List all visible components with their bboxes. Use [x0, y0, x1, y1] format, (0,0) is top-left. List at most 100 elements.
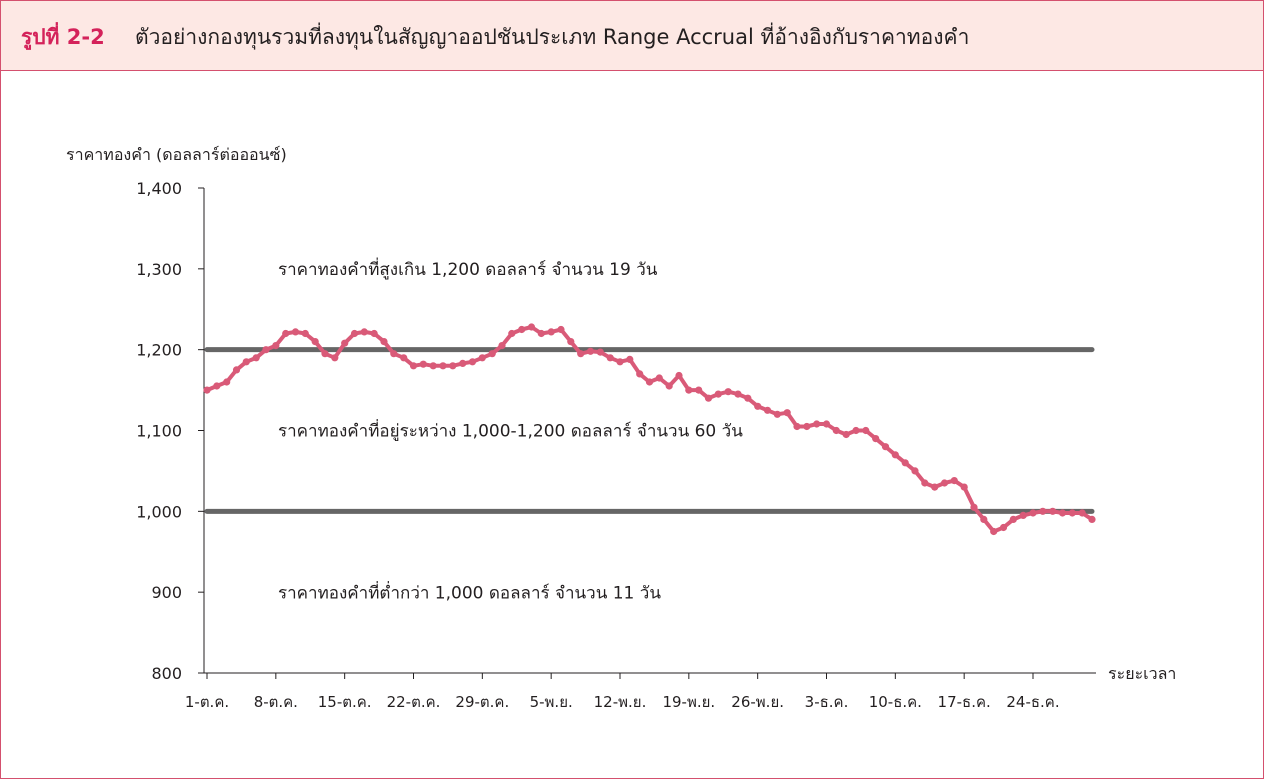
data-point	[282, 329, 290, 338]
data-point	[449, 362, 457, 370]
data-point	[645, 378, 654, 386]
data-point	[960, 483, 968, 491]
data-point	[429, 362, 437, 370]
x-tick-label: 10-ธ.ค.	[869, 693, 922, 711]
data-point	[498, 342, 506, 350]
x-tick-label: 19-พ.ย.	[662, 693, 715, 711]
data-point	[586, 347, 595, 355]
x-ticks: 1-ต.ค. 8-ต.ค. 15-ต.ค. 22-ต.ค. 29-ต.ค. 5-พ.ย. 1…	[185, 673, 1060, 711]
x-tick-label: 3-ธ.ค.	[805, 693, 849, 711]
y-tick-label: 1,100	[136, 422, 182, 441]
y-tick-label: 900	[151, 583, 182, 602]
annotation-text: ราคาทองคำที่ต่ำกว่า 1,000 ดอลลาร์ จำนวน …	[278, 580, 661, 603]
data-point	[842, 430, 850, 439]
data-point	[331, 354, 339, 362]
data-point	[360, 328, 368, 336]
data-point	[409, 362, 418, 370]
data-point	[350, 329, 359, 338]
x-tick-label: 12-พ.ย.	[594, 693, 647, 711]
data-point	[203, 386, 211, 394]
y-axis-label: ราคาทองคำ (ดอลลาร์ต่อออนซ์)	[66, 145, 287, 164]
annotation-text: ราคาทองคำที่สูงเกิน 1,200 ดอลลาร์ จำนวน …	[278, 257, 658, 280]
data-point	[675, 371, 683, 380]
x-tick-label: 22-ต.ค.	[387, 693, 441, 711]
data-point	[390, 350, 398, 358]
y-tick-label: 800	[151, 664, 182, 683]
data-point	[940, 479, 949, 487]
data-point	[1029, 509, 1037, 517]
data-point	[783, 409, 791, 417]
data-point	[872, 435, 880, 443]
x-tick-label: 5-พ.ย.	[530, 693, 573, 711]
data-point	[291, 328, 300, 336]
data-point	[400, 354, 408, 362]
data-point	[695, 386, 703, 394]
y-tick-label: 1,200	[136, 341, 182, 360]
data-point	[636, 370, 644, 378]
data-point	[1058, 509, 1067, 517]
data-point	[508, 329, 516, 338]
data-point	[262, 346, 270, 354]
data-point	[380, 338, 388, 346]
gold-price-series	[203, 323, 1096, 536]
data-point	[527, 323, 536, 331]
annotation-text: ราคาทองคำที่อยู่ระหว่าง 1,000-1,200 ดอลล…	[278, 419, 743, 442]
data-point	[773, 410, 781, 418]
y-ticks: 800 900 1,000 1,100 1,200 1,300 1,400	[136, 179, 204, 683]
data-point	[272, 342, 280, 350]
y-tick-label: 1,000	[136, 502, 182, 521]
figure-number: รูปที่ 2-2	[21, 25, 105, 49]
data-point	[459, 359, 467, 367]
x-tick-label: 15-ต.ค.	[318, 693, 372, 711]
data-point	[1039, 507, 1047, 515]
data-point	[734, 390, 742, 398]
data-point	[242, 358, 250, 366]
data-point	[596, 348, 604, 356]
x-tick-label: 8-ต.ค.	[254, 693, 298, 711]
data-point	[970, 503, 978, 511]
data-point	[311, 338, 319, 346]
data-point	[862, 426, 870, 435]
data-point	[891, 451, 899, 459]
data-point	[301, 329, 309, 338]
data-point	[793, 422, 801, 431]
data-point	[999, 523, 1008, 532]
data-point	[577, 350, 585, 358]
data-point	[478, 354, 486, 362]
data-point	[665, 382, 673, 390]
data-point	[832, 426, 840, 435]
data-point	[901, 459, 909, 467]
data-point	[252, 354, 260, 362]
x-tick-label: 26-พ.ย.	[731, 693, 784, 711]
data-point	[468, 358, 477, 366]
annotations: ราคาทองคำที่สูงเกิน 1,200 ดอลลาร์ จำนวน …	[278, 257, 743, 603]
data-point	[921, 479, 929, 487]
data-point	[1019, 511, 1027, 519]
data-point	[232, 366, 241, 374]
data-point	[754, 402, 762, 410]
data-point	[704, 394, 713, 402]
data-point	[980, 515, 988, 524]
data-point	[1049, 507, 1057, 515]
data-point	[1009, 515, 1017, 524]
data-point	[931, 483, 939, 491]
data-point	[557, 325, 565, 334]
data-point	[518, 325, 526, 334]
data-point	[911, 467, 919, 475]
data-point	[616, 358, 624, 366]
data-point	[370, 329, 378, 338]
data-point	[488, 350, 496, 358]
data-point	[950, 477, 958, 485]
data-point	[223, 378, 231, 386]
data-point	[537, 329, 545, 338]
data-point	[655, 374, 663, 382]
data-point	[813, 420, 821, 428]
data-point	[744, 394, 752, 402]
data-point	[439, 362, 447, 370]
y-tick-label: 1,400	[136, 179, 182, 198]
data-point	[1068, 509, 1076, 517]
y-tick-label: 1,300	[136, 260, 182, 279]
figure-header: รูปที่ 2-2 ตัวอย่างกองทุนรวมที่ลงทุนในสั…	[1, 1, 1263, 71]
x-tick-label: 17-ธ.ค.	[938, 693, 991, 711]
